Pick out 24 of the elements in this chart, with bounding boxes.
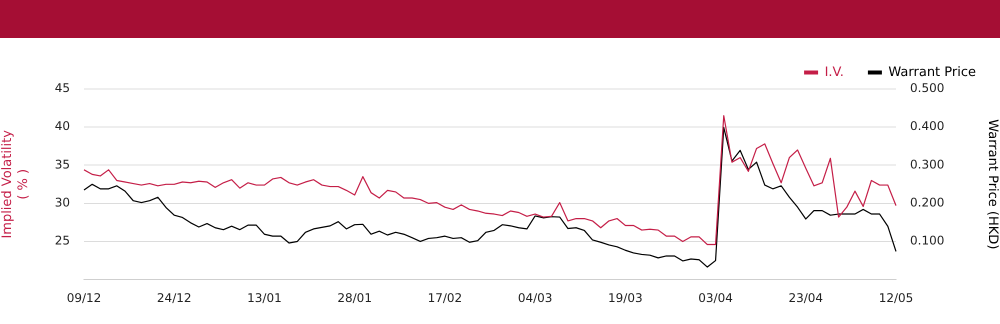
legend-label: I.V. [824, 64, 844, 80]
x-tick-label: 19/03 [608, 290, 643, 305]
x-tick-label: 12/05 [878, 290, 914, 305]
x-tick-label: 24/12 [156, 290, 192, 305]
y-tick-label: 40 [54, 119, 70, 134]
y2-tick-label: 0.300 [910, 157, 944, 172]
y2-tick-label: 0.200 [910, 195, 944, 210]
y2-tick-label: 0.400 [910, 119, 944, 134]
y2-tick-label: 0.100 [910, 234, 944, 248]
x-tick-label: 17/02 [428, 290, 462, 305]
y-tick-label: 25 [54, 234, 70, 248]
x-tick-label: 09/12 [66, 290, 102, 305]
y2-tick-label: 0.500 [910, 81, 944, 96]
y-axis-title: Implied Volatility ( % ) [0, 130, 31, 239]
x-tick-label: 28/01 [337, 290, 372, 305]
legend-label: Warrant Price [888, 64, 976, 80]
y2-axis-title: Warrant Price (HKD) [984, 119, 1000, 250]
x-tick-label: 23/04 [788, 290, 824, 305]
x-tick-label: 13/01 [247, 290, 282, 305]
x-tick-label: 03/04 [698, 290, 733, 305]
y-tick-label: 45 [54, 81, 70, 96]
y-tick-label: 30 [54, 195, 70, 210]
x-tick-label: 04/03 [518, 290, 552, 305]
y-tick-label: 35 [54, 157, 70, 172]
